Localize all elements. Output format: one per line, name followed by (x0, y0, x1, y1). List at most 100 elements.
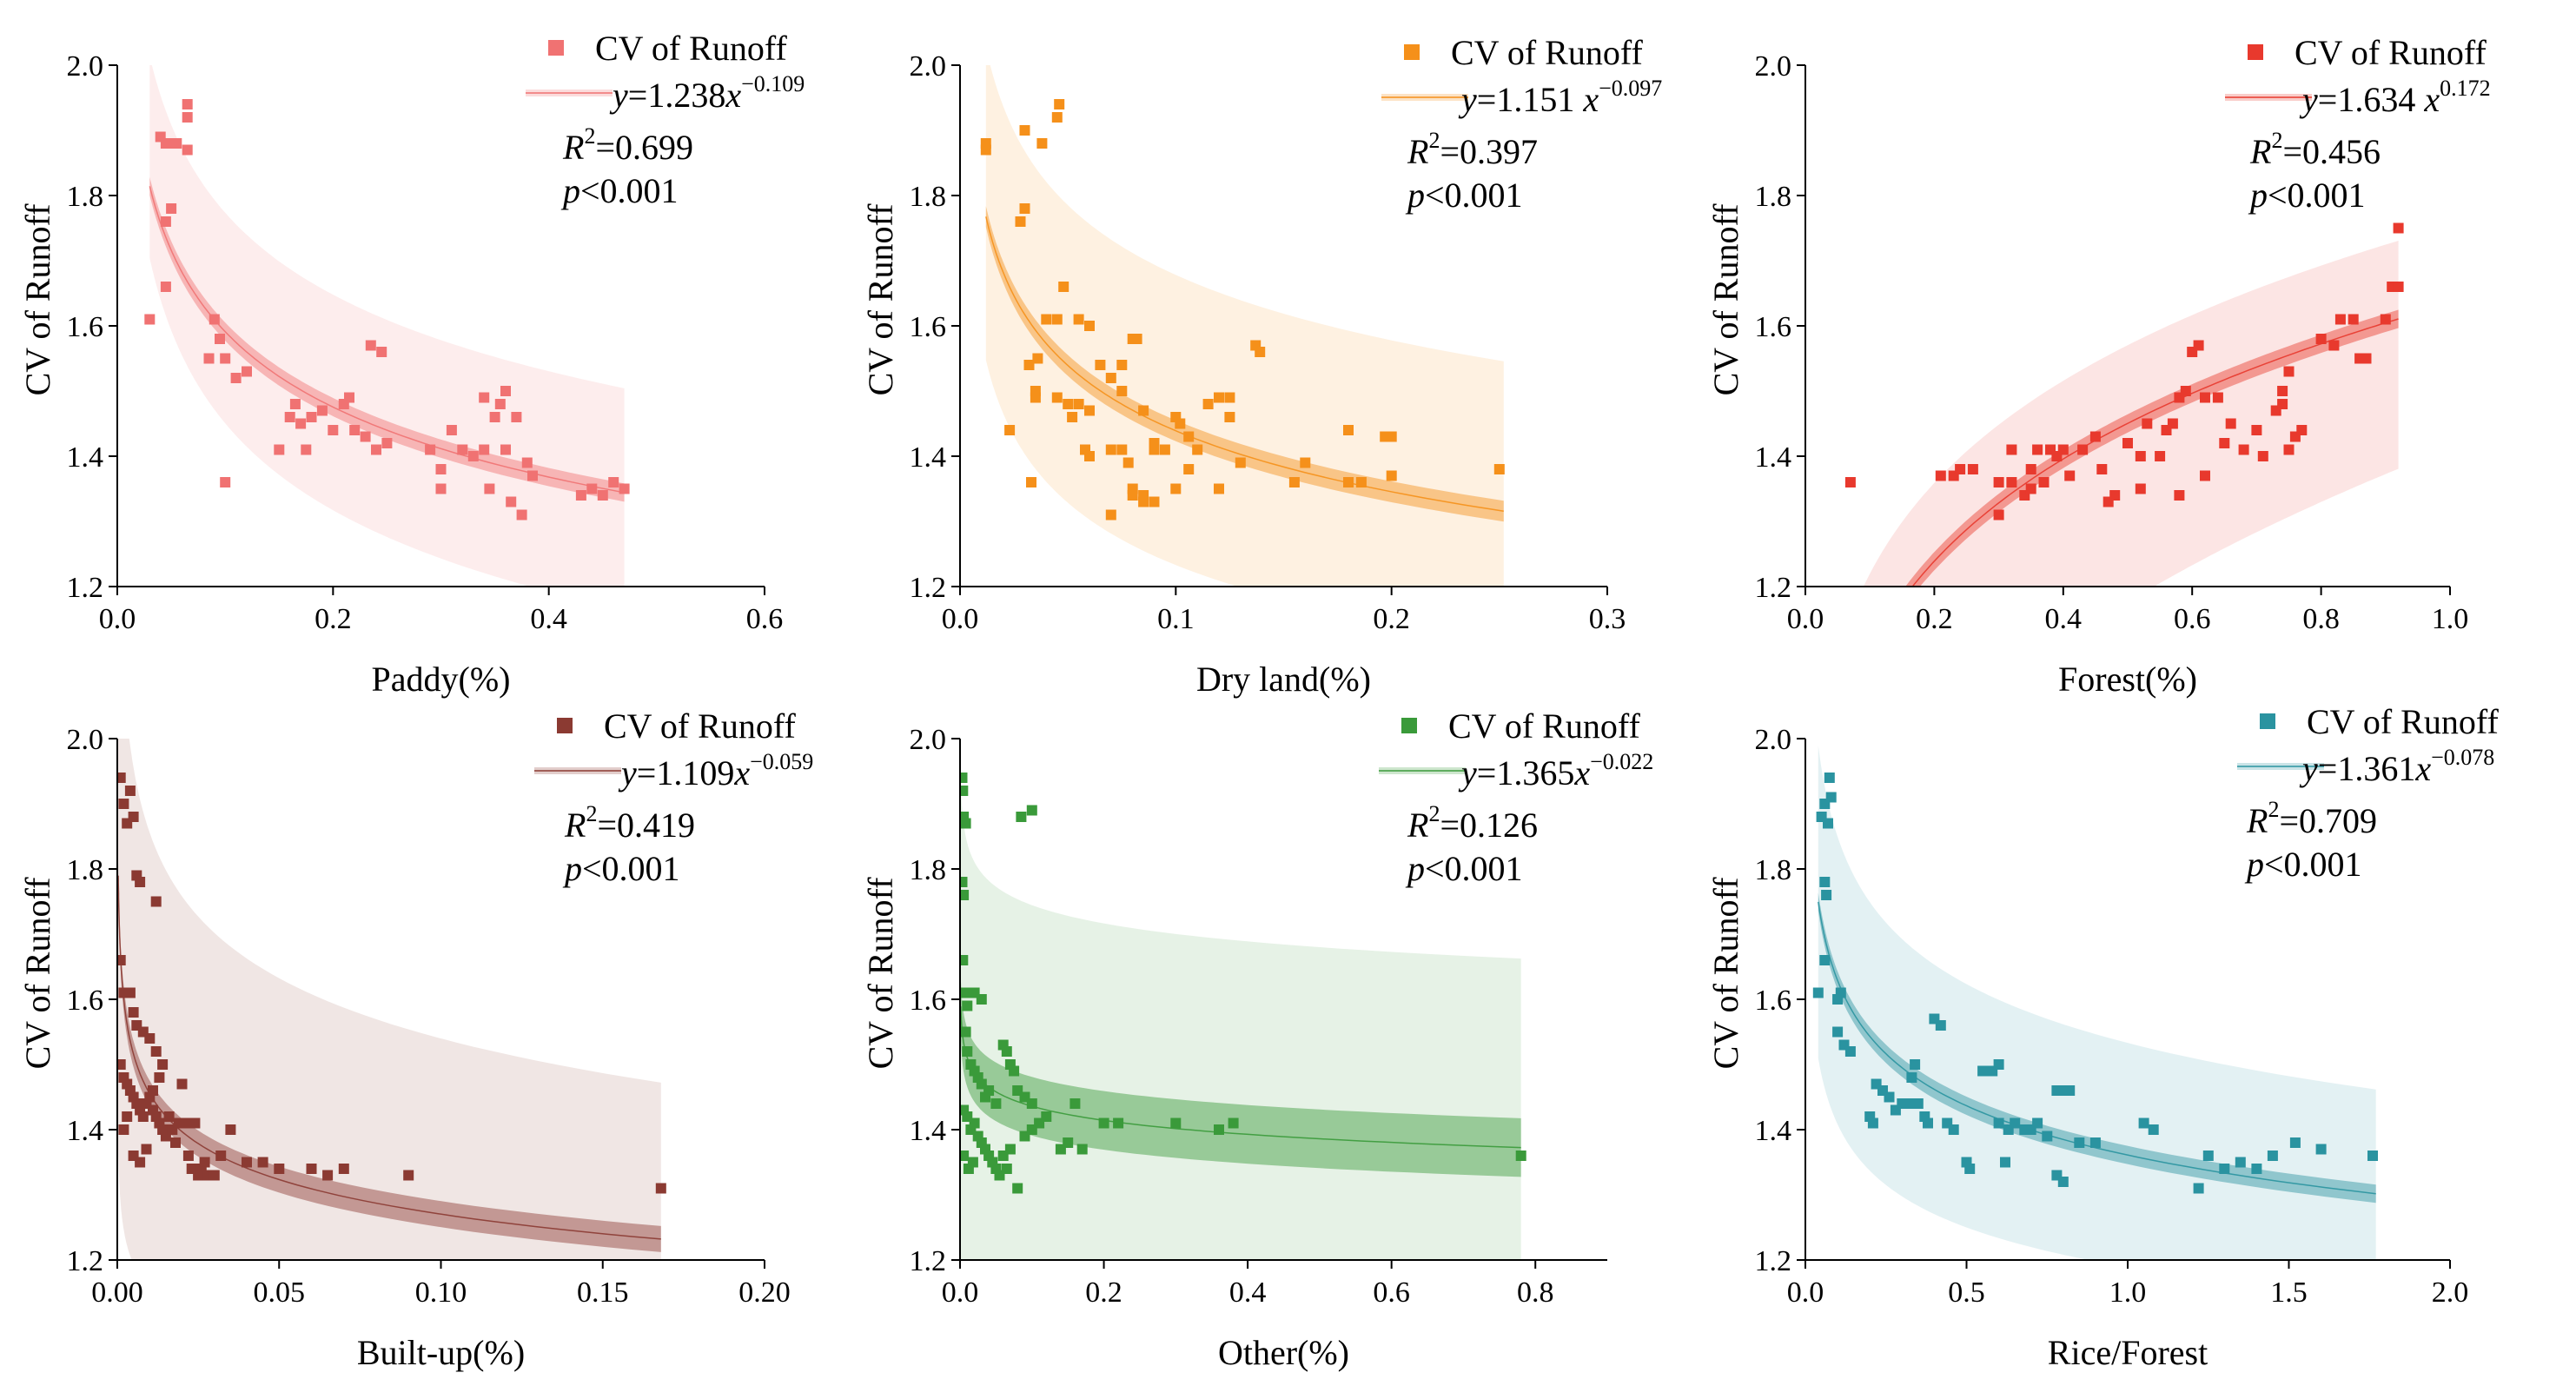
data-point (1138, 405, 1149, 416)
y-axis-label: CV of Runoff (861, 877, 900, 1069)
fit-equation: y=1.365x−0.022 (1458, 749, 1653, 792)
x-axis-label: Rice/Forest (2048, 1333, 2208, 1372)
data-point (209, 314, 220, 325)
data-point (365, 340, 376, 351)
data-point (284, 412, 295, 422)
y-tick-label: 1.6 (910, 311, 947, 343)
panel-5: 0.0 0.2 0.4 0.6 0.8 1.2 1.4 1.6 1.8 2.0 Other(%) CV… (861, 706, 1653, 1372)
confidence-band (149, 176, 625, 502)
data-point (1105, 373, 1116, 383)
y-tick-label: 1.2 (1755, 1245, 1792, 1277)
data-point (1175, 418, 1186, 429)
data-point (2180, 386, 2191, 396)
data-point (1073, 399, 1084, 409)
data-point (1224, 392, 1235, 403)
x-tick-label: 0.0 (942, 603, 979, 635)
x-tick-label: 0.2 (1916, 603, 1953, 635)
data-point (511, 412, 522, 422)
data-point (1386, 470, 1397, 481)
x-tick-label: 0.3 (1589, 603, 1626, 635)
data-point (467, 451, 479, 461)
data-point (137, 1111, 149, 1122)
y-tick-label: 1.8 (67, 181, 104, 213)
legend-label: CV of Runoff (1448, 706, 1640, 746)
panel-1: 0.0 0.2 0.4 0.6 1.2 1.4 1.6 1.8 2.0 Paddy(%) CV of… (18, 29, 805, 699)
y-tick-label: 1.4 (67, 1115, 104, 1147)
data-point (2283, 444, 2295, 455)
data-point (655, 1183, 666, 1194)
data-point (344, 392, 354, 403)
data-point (2193, 340, 2204, 351)
data-point (135, 877, 146, 887)
data-point (1026, 1098, 1037, 1109)
data-point (969, 1117, 980, 1129)
data-point (295, 418, 307, 429)
data-point (301, 444, 312, 455)
data-point (608, 477, 619, 487)
data-point (1355, 477, 1367, 487)
data-point (1009, 1065, 1020, 1077)
y-tick-label: 1.8 (67, 854, 104, 886)
data-point (1030, 392, 1041, 403)
data-point (976, 994, 987, 1005)
data-point (338, 1164, 349, 1174)
data-point (1131, 334, 1142, 344)
data-point (2174, 490, 2185, 501)
data-point (160, 282, 171, 292)
data-point (118, 1124, 129, 1135)
data-point (960, 877, 968, 887)
data-point (1300, 457, 1311, 468)
fit-line (1911, 318, 2399, 587)
data-point (1823, 818, 1833, 829)
data-point (1183, 464, 1195, 474)
data-point (1098, 1117, 1109, 1129)
data-point (150, 1046, 162, 1057)
data-point (1993, 509, 2004, 521)
data-point (2289, 1137, 2301, 1148)
data-point (1122, 457, 1134, 468)
data-point (446, 425, 457, 435)
data-point (1170, 1117, 1182, 1129)
data-point (182, 112, 193, 123)
data-point (1105, 444, 1116, 455)
data-point (1903, 1098, 1914, 1109)
legend-marker (548, 40, 564, 56)
data-point (960, 812, 970, 822)
legend-marker (557, 718, 573, 733)
y-tick-label: 1.4 (1755, 1115, 1792, 1147)
data-point (960, 786, 969, 796)
data-point (2057, 1177, 2069, 1187)
y-axis-label: CV of Runoff (861, 203, 900, 395)
data-point (1955, 464, 1966, 474)
y-tick-label: 1.6 (910, 985, 947, 1017)
data-point (2122, 438, 2133, 448)
legend-marker (2260, 713, 2275, 729)
data-point (2235, 1157, 2246, 1168)
data-point (176, 1078, 188, 1090)
data-point (2393, 282, 2404, 292)
prediction-band (118, 739, 661, 1260)
data-point (1004, 1144, 1016, 1155)
data-point (1977, 1065, 1989, 1077)
y-tick-label: 1.2 (910, 572, 947, 604)
data-point (1041, 1111, 1052, 1122)
x-axis-label: Paddy(%) (372, 660, 511, 699)
fit-equation: y=1.361x−0.078 (2299, 745, 2494, 788)
data-point (1214, 1124, 1224, 1135)
panel-3: 0.0 0.2 0.4 0.6 0.8 1.0 1.2 1.4 1.6 1.8 2.0 Forest(… (1706, 33, 2491, 699)
x-tick-label: 0.2 (1373, 603, 1410, 635)
data-point (118, 799, 129, 809)
data-point (2251, 1164, 2262, 1174)
data-point (2251, 425, 2262, 435)
x-tick-label: 0.6 (746, 603, 784, 635)
data-point (2257, 451, 2268, 461)
data-point (1026, 477, 1036, 487)
data-point (2025, 464, 2036, 474)
fit-equation: y=1.634 x0.172 (2299, 76, 2491, 119)
data-point (2135, 483, 2146, 494)
p-value: p<0.001 (2248, 176, 2366, 215)
data-point (1084, 321, 1095, 331)
data-point (2006, 444, 2017, 455)
legend-marker (1401, 718, 1417, 733)
fit-line (985, 216, 1504, 513)
